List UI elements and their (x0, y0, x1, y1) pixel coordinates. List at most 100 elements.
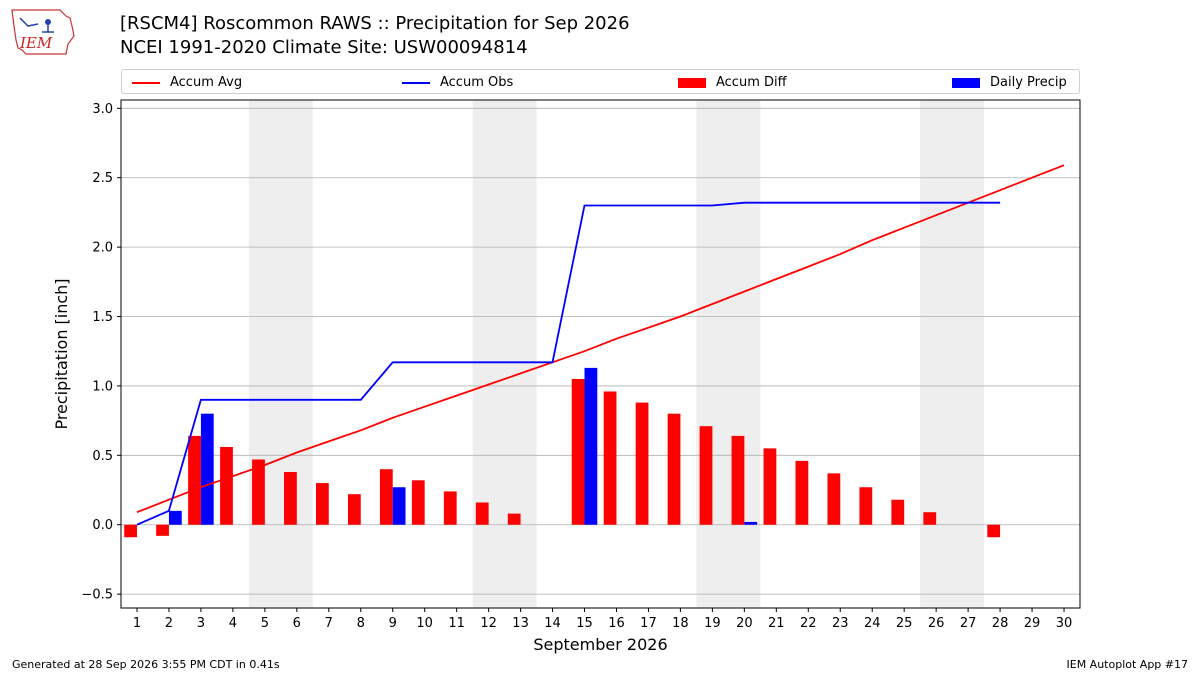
x-tick-label-21: 21 (768, 616, 785, 631)
accum-diff-bar-11 (443, 491, 457, 525)
accum-diff-bar-10 (411, 480, 425, 525)
accum-diff-bar-23 (827, 473, 841, 525)
accum-diff-bar-5 (252, 459, 265, 525)
x-tick-label-24: 24 (864, 616, 881, 631)
legend-label-daily-precip: Daily Precip (990, 75, 1067, 90)
x-tick-label-18: 18 (672, 616, 689, 631)
legend-item-accum-obs: Accum Obs (402, 70, 513, 95)
accum-diff-bar-9 (379, 469, 393, 525)
x-tick-label-25: 25 (896, 616, 913, 631)
y-tick-label-2: 0.5 (92, 449, 113, 464)
legend-item-accum-diff: Accum Diff (678, 70, 787, 95)
x-tick-label-27: 27 (960, 616, 977, 631)
legend-item-daily-precip: Daily Precip (952, 70, 1067, 95)
x-tick-label-1: 1 (133, 616, 141, 631)
accum-diff-bar-12 (475, 502, 489, 525)
accum-diff-bar-13 (507, 513, 521, 525)
y-tick-label-3: 1.0 (92, 379, 113, 394)
x-tick-label-4: 4 (229, 616, 237, 631)
title-line-1: [RSCM4] Roscommon RAWS :: Precipitation … (120, 13, 630, 34)
x-tick-label-9: 9 (389, 616, 397, 631)
legend-label-accum-diff: Accum Diff (716, 75, 787, 90)
accum-diff-bar-18 (667, 413, 681, 525)
x-tick-label-19: 19 (704, 616, 721, 631)
accum-diff-bar-24 (859, 487, 873, 525)
y-tick-label-4: 1.5 (92, 310, 113, 325)
x-tick-label-2: 2 (165, 616, 173, 631)
legend-patch-blue (952, 77, 980, 88)
footer-generated: Generated at 28 Sep 2026 3:55 PM CDT in … (12, 658, 280, 671)
x-tick-label-30: 30 (1056, 616, 1073, 631)
x-tick-label-14: 14 (544, 616, 561, 631)
accum-avg-line (136, 164, 1065, 514)
title-line-2: NCEI 1991-2020 Climate Site: USW00094814 (120, 37, 528, 58)
accum-diff-bar-28 (987, 524, 1001, 538)
legend-label-accum-obs: Accum Obs (440, 75, 514, 90)
x-tick-label-17: 17 (640, 616, 657, 631)
x-tick-label-23: 23 (832, 616, 849, 631)
iem-logo-graphic: IEM (11, 9, 75, 55)
footer-app: IEM Autoplot App #17 (1066, 658, 1189, 671)
y-tick-label-7: 3.0 (92, 102, 113, 117)
accum-diff-bar-7 (315, 483, 329, 525)
accum-diff-bar-26 (923, 512, 937, 525)
accum-diff-bar-16 (603, 391, 617, 525)
weekend-shade-2 (696, 100, 761, 608)
daily-precip-bar-9 (392, 487, 406, 525)
accum-diff-bar-22 (795, 460, 809, 525)
accum-diff-bar-4 (220, 446, 233, 525)
plot-frame (120, 99, 1081, 609)
logo-text: IEM (19, 34, 53, 52)
x-tick-label-8: 8 (357, 616, 365, 631)
weekend-shade-1 (472, 100, 537, 608)
legend-patch-red (678, 77, 706, 88)
daily-precip-bar-2 (168, 510, 182, 525)
x-tick-label-3: 3 (197, 616, 205, 631)
daily-precip-bar-20 (744, 521, 758, 525)
accum-diff-bar-8 (347, 494, 361, 525)
accum-diff-bar-20 (731, 435, 745, 525)
x-tick-label-26: 26 (928, 616, 945, 631)
x-tick-label-20: 20 (736, 616, 753, 631)
accum-diff-bar-3 (188, 435, 201, 525)
accum-diff-bar-21 (763, 448, 777, 525)
accum-diff-bar-15 (571, 378, 585, 525)
x-tick-label-6: 6 (293, 616, 301, 631)
x-tick-label-11: 11 (448, 616, 465, 631)
accum-diff-bar-17 (635, 402, 649, 525)
x-tick-label-28: 28 (992, 616, 1009, 631)
x-tick-label-15: 15 (576, 616, 593, 631)
y-axis-label: Precipitation [inch] (52, 278, 71, 429)
daily-precip-bar-3 (200, 413, 214, 525)
legend-line-blue (402, 81, 430, 84)
x-tick-label-22: 22 (800, 616, 817, 631)
daily-precip-bar-15 (584, 367, 598, 525)
x-tick-label-7: 7 (325, 616, 333, 631)
legend-label-accum-avg: Accum Avg (170, 75, 243, 90)
x-tick-label-10: 10 (416, 616, 433, 631)
x-tick-label-29: 29 (1024, 616, 1041, 631)
x-tick-label-13: 13 (512, 616, 529, 631)
accum-diff-bar-25 (891, 499, 905, 525)
accum-diff-bar-2 (156, 524, 169, 536)
accum-diff-bar-1 (124, 524, 137, 538)
x-axis-label: September 2026 (533, 635, 667, 654)
legend-item-accum-avg: Accum Avg (132, 70, 242, 95)
weekend-shade-3 (920, 100, 985, 608)
y-tick-label-1: 0.0 (92, 518, 113, 533)
accum-diff-bar-6 (284, 471, 297, 525)
x-tick-label-12: 12 (480, 616, 497, 631)
accum-obs-line (136, 201, 1001, 526)
x-tick-label-16: 16 (608, 616, 625, 631)
y-tick-label-6: 2.5 (92, 171, 113, 186)
iem-logo: IEM (8, 6, 80, 58)
weekend-shade-0 (248, 100, 313, 608)
y-tick-label-5: 2.0 (92, 241, 113, 256)
legend-line-red (132, 81, 160, 84)
legend: Accum Avg Accum Obs Accum Diff Daily Pre… (121, 69, 1080, 94)
y-tick-label-0: −0.5 (81, 588, 113, 603)
chart-title: [RSCM4] Roscommon RAWS :: Precipitation … (120, 12, 630, 60)
accum-diff-bar-19 (699, 426, 713, 525)
x-tick-label-5: 5 (261, 616, 269, 631)
